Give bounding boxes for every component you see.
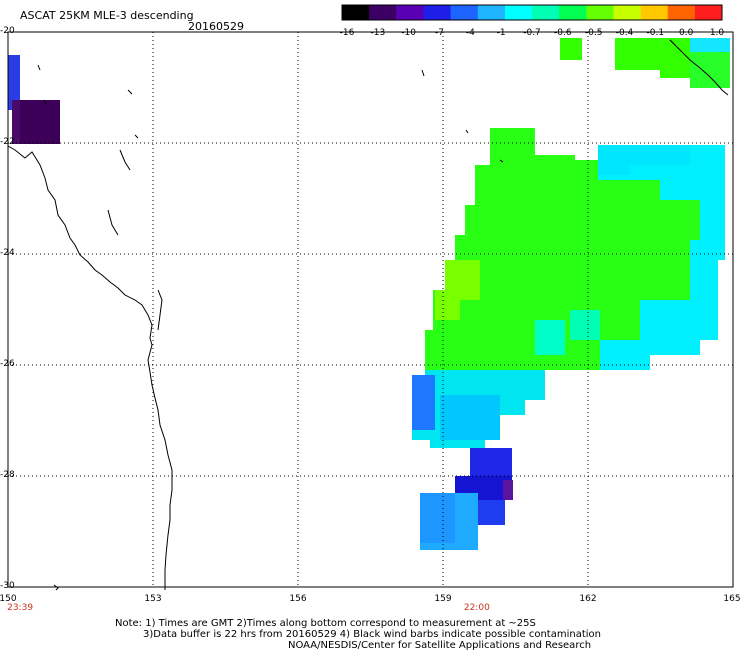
colorbar-tick-label: -7 <box>435 28 444 38</box>
colorbar <box>341 4 723 21</box>
colorbar-tick-label: -0.4 <box>615 28 634 38</box>
colorbar-swatch <box>396 5 424 20</box>
colorbar-swatch <box>694 5 723 20</box>
lon-tick-label: 165 <box>723 594 740 604</box>
colorbar-swatch <box>423 5 452 20</box>
colorbar-swatch <box>477 5 506 20</box>
colorbar-swatch <box>532 5 560 20</box>
colorbar-tick-label: 1.0 <box>709 28 725 38</box>
note-line-3: NOAA/NESDIS/Center for Satellite Applica… <box>288 640 592 651</box>
colorbar-swatch <box>667 5 696 20</box>
lat-tick-label: -26 <box>0 359 15 369</box>
lon-tick-label: 150 <box>0 594 17 604</box>
colorbar-swatch <box>450 5 479 20</box>
lat-tick-label: -30 <box>0 581 15 591</box>
colorbar-swatch <box>586 5 614 20</box>
colorbar-tick-label: -0.5 <box>584 28 603 38</box>
colorbar-tick-label: -0.1 <box>646 28 665 38</box>
colorbar-swatch <box>613 5 642 20</box>
colorbar-swatch <box>342 5 370 20</box>
map-frame <box>7 31 734 588</box>
colorbar-swatch <box>504 5 533 20</box>
lat-tick-label: -28 <box>0 470 15 480</box>
lat-tick-label: -20 <box>0 26 15 36</box>
colorbar-tick-label: 0.0 <box>678 28 694 38</box>
lat-tick-label: -24 <box>0 248 15 258</box>
colorbar-tick-label: -16 <box>339 28 355 38</box>
lon-tick-label: 156 <box>289 594 307 604</box>
pass-time-label: 22:00 <box>463 603 490 613</box>
lon-tick-label: 159 <box>434 594 452 604</box>
colorbar-tick-label: -10 <box>401 28 417 38</box>
map-date: 20160529 <box>188 20 244 33</box>
colorbar-frame <box>341 4 723 21</box>
coastline <box>7 39 729 591</box>
note-line-1: Note: 1) Times are GMT 2)Times along bot… <box>115 618 536 629</box>
colorbar-tick-label: -1 <box>496 28 506 38</box>
note-line-2: 3)Data buffer is 22 hrs from 20160529 4)… <box>143 629 601 640</box>
colorbar-swatch <box>369 5 397 20</box>
lon-tick-label: 162 <box>579 594 597 604</box>
colorbar-swatch <box>559 5 587 20</box>
pass-time-label: 23:39 <box>7 603 34 613</box>
map-title: ASCAT 25KM MLE-3 descending <box>20 9 194 22</box>
colorbar-tick-label: -13 <box>370 28 386 38</box>
lat-tick-label: -22 <box>0 137 15 147</box>
mle-swath-data <box>8 38 730 550</box>
colorbar-tick-label: -4 <box>465 28 475 38</box>
colorbar-tick-label: -0.6 <box>554 28 572 38</box>
colorbar-swatch <box>640 5 669 20</box>
lon-tick-label: 153 <box>144 594 162 604</box>
colorbar-tick-label: -0.7 <box>523 28 541 38</box>
